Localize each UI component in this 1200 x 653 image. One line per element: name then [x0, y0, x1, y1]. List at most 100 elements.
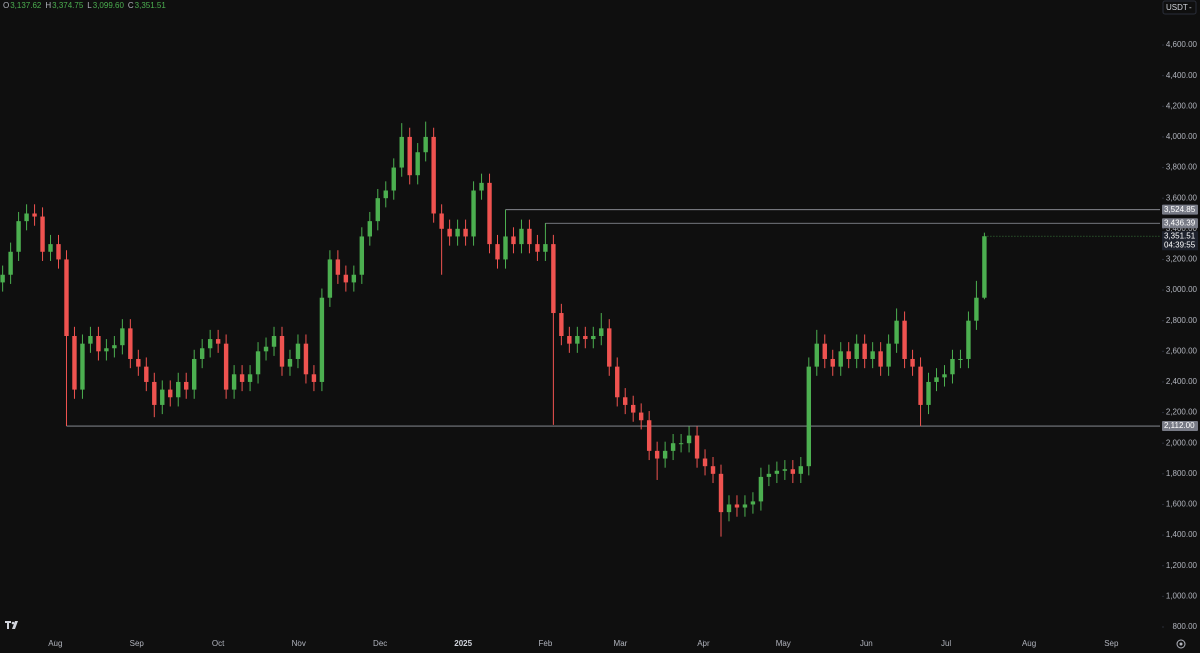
ohlc-value: 3,351.51 [135, 1, 167, 10]
x-tick-label: Aug [1022, 639, 1036, 648]
candle-body [654, 450, 660, 459]
candle-body [854, 343, 859, 359]
candle-body [120, 328, 125, 346]
candle-body [327, 259, 333, 298]
candle-body [710, 466, 716, 474]
candle-body [295, 343, 301, 359]
candle-body [702, 458, 708, 467]
candle-body [80, 343, 85, 390]
x-tick-label: Nov [292, 639, 306, 648]
candle-body [742, 504, 748, 508]
y-tick-label: 2,400.00 [1166, 377, 1198, 386]
candle-body [0, 274, 5, 283]
candle-body [726, 504, 732, 513]
candle-body [447, 228, 452, 237]
level-tag [1162, 218, 1198, 229]
candle-body [215, 339, 221, 344]
candle-body [790, 469, 796, 474]
unit-menu[interactable]: - [1189, 3, 1192, 12]
candle-body [303, 343, 309, 375]
x-tick-label: Oct [212, 639, 225, 648]
candle-body [255, 351, 261, 375]
candle-body [607, 328, 612, 367]
candle-body [72, 336, 77, 390]
candle-body [407, 136, 412, 176]
candle-body [966, 320, 971, 359]
settings-icon-dot [1179, 642, 1183, 646]
candle-body [678, 443, 684, 445]
y-tick-label: 3,000.00 [1166, 285, 1198, 294]
candle-body [766, 473, 772, 477]
y-tick-label: 2,600.00 [1166, 346, 1198, 355]
last-price-tag [1162, 231, 1198, 251]
candle-body [638, 412, 644, 421]
x-tick-label: Jun [860, 639, 873, 648]
candle-body [184, 381, 189, 390]
candle-body [431, 136, 436, 214]
x-tick-label: Feb [539, 639, 553, 648]
candle-body [247, 374, 253, 382]
candle-body [40, 216, 45, 252]
tv-logo [5, 621, 18, 629]
candle-body [950, 358, 955, 375]
candle-body [471, 190, 476, 237]
price-scale [1162, 0, 1200, 653]
candle-body [239, 374, 245, 382]
ohlc-value: 3,374.75 [52, 1, 84, 10]
x-tick-label: Dec [373, 639, 387, 648]
y-tick-label: 3,600.00 [1166, 193, 1198, 202]
candle-body [423, 136, 428, 153]
y-tick-label: 1,400.00 [1166, 530, 1198, 539]
candle-body [104, 348, 109, 352]
last-price-label: 3,351.51 [1164, 231, 1196, 240]
logo-part [7, 621, 9, 629]
x-tick-label: Apr [697, 639, 710, 648]
candle-body [830, 358, 835, 367]
candle-body [479, 182, 484, 191]
candle-body [96, 336, 101, 352]
unit-box[interactable] [1162, 0, 1197, 15]
y-tick-label: 2,200.00 [1166, 408, 1198, 417]
settings-icon[interactable] [1176, 639, 1186, 649]
candle-body [958, 358, 963, 360]
x-tick-label: May [776, 639, 791, 648]
candle-body [439, 213, 444, 229]
candle-body [359, 236, 365, 275]
candle-body [519, 228, 524, 245]
candle-body [343, 274, 349, 283]
unit: USDT [1166, 3, 1188, 12]
candle-body [838, 351, 843, 367]
countdown: 04:39:55 [1164, 240, 1196, 249]
ohlc-value: 3,099.60 [93, 1, 125, 10]
candle-body [128, 328, 133, 359]
y-tick-label: 1,000.00 [1166, 591, 1198, 600]
candle-body [694, 435, 700, 459]
candle-body [862, 343, 867, 359]
candle-body [311, 374, 317, 382]
level-label: 2,112.00 [1164, 421, 1195, 430]
candle-body [646, 420, 652, 451]
x-tick-label: Aug [48, 639, 62, 648]
candle-body [591, 336, 596, 340]
candle-body [551, 244, 556, 314]
candle-body [8, 251, 13, 275]
candle-body [615, 366, 620, 398]
candle-body [974, 297, 979, 321]
candle-body [383, 190, 388, 199]
candle-body [463, 228, 468, 237]
candle-body [806, 366, 811, 467]
candle-body [351, 274, 357, 283]
level-tag [1162, 204, 1198, 215]
candle-body [375, 198, 380, 222]
candle-body [750, 501, 756, 505]
candle-body [207, 339, 213, 349]
candle-body [575, 336, 580, 344]
y-tick-label: 1,200.00 [1166, 561, 1198, 570]
y-tick-label: 1,800.00 [1166, 469, 1198, 478]
candle-body [271, 336, 277, 347]
candle-body [686, 435, 692, 444]
candle-body [319, 297, 325, 382]
